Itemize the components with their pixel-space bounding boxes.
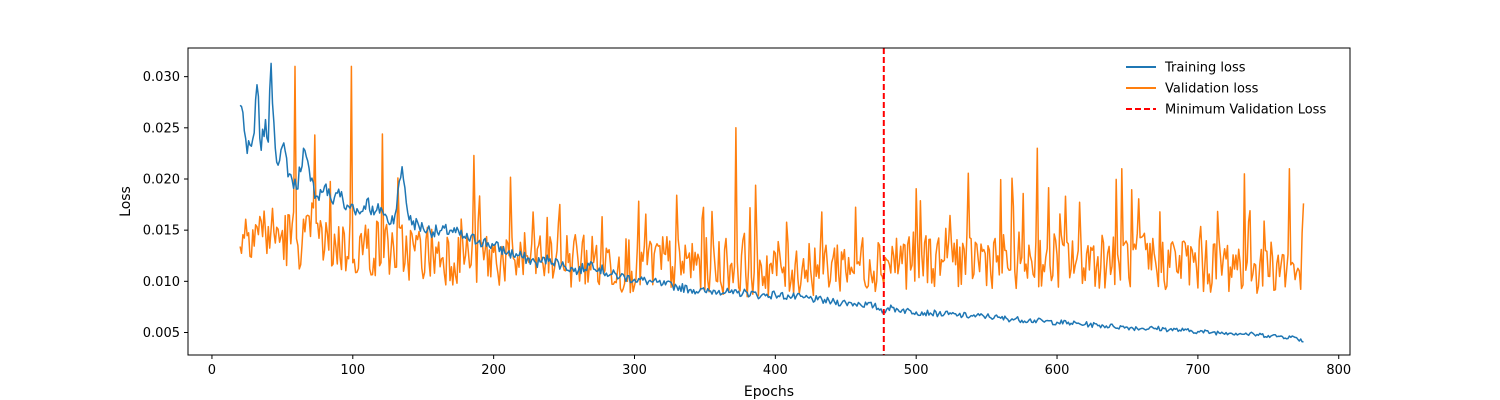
x-tick-label: 600 <box>1045 363 1070 378</box>
legend-label-validation-loss: Validation loss <box>1165 82 1259 97</box>
axes-frame <box>187 47 1351 356</box>
x-axis-ticks: 0 100 200 300 400 500 600 700 800 <box>208 355 1351 378</box>
y-tick-label: 0.025 <box>143 121 180 136</box>
x-tick-label: 500 <box>904 363 929 378</box>
y-tick-label: 0.020 <box>143 172 180 187</box>
y-axis-label: Loss <box>118 186 134 217</box>
x-tick-label: 300 <box>622 363 647 378</box>
series-line-validation-loss <box>239 65 1305 298</box>
x-tick-label: 200 <box>481 363 506 378</box>
x-axis-label: Epochs <box>744 384 794 400</box>
x-tick-label: 800 <box>1326 363 1351 378</box>
y-axis-ticks: 0.005 0.010 0.015 0.020 0.025 0.030 <box>143 70 188 341</box>
x-tick-label: 0 <box>208 363 216 378</box>
legend-label-minimum-validation-loss: Minimum Validation Loss <box>1165 103 1326 118</box>
y-tick-label: 0.010 <box>143 275 180 290</box>
y-tick-label: 0.030 <box>143 70 180 85</box>
y-tick-label: 0.005 <box>143 326 180 341</box>
x-tick-label: 700 <box>1185 363 1210 378</box>
y-tick-label: 0.015 <box>143 224 180 239</box>
legend-label-training-loss: Training loss <box>1164 61 1246 76</box>
legend: Training loss Validation loss Minimum Va… <box>1126 61 1326 118</box>
series-line-training-loss <box>239 62 1304 343</box>
x-tick-label: 100 <box>340 363 365 378</box>
plot-area <box>239 48 1305 355</box>
x-tick-label: 400 <box>763 363 788 378</box>
